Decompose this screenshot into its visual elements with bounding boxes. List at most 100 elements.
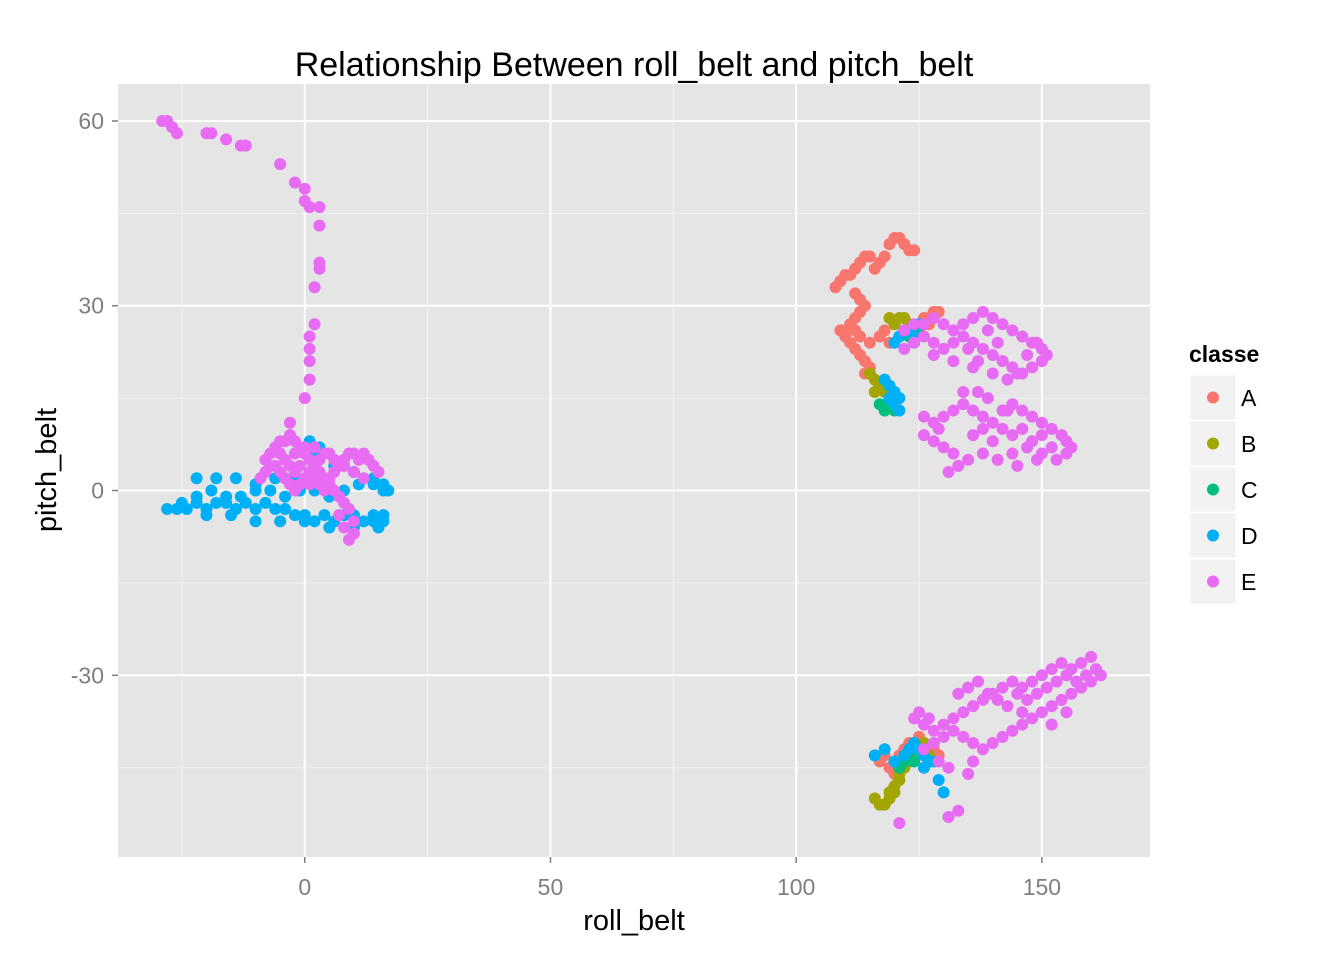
data-point <box>347 515 360 528</box>
data-point <box>303 478 316 491</box>
data-point <box>303 355 316 368</box>
data-point <box>952 459 965 472</box>
data-point <box>190 490 203 503</box>
data-point <box>986 312 999 325</box>
data-point <box>937 718 950 731</box>
data-point <box>927 724 940 737</box>
data-point <box>957 730 970 743</box>
data-point <box>981 392 994 405</box>
major-gridlines <box>118 84 1150 857</box>
data-point <box>962 342 975 355</box>
data-point <box>259 496 272 509</box>
data-point <box>220 133 233 146</box>
data-point <box>888 755 901 768</box>
data-point <box>377 478 390 491</box>
y-tick-label: 60 <box>78 108 104 134</box>
data-point <box>1006 447 1019 460</box>
data-point <box>1016 422 1029 435</box>
data-point <box>1080 669 1093 682</box>
data-point <box>210 496 223 509</box>
data-point <box>972 385 984 398</box>
data-point <box>205 484 218 497</box>
data-point <box>878 250 891 263</box>
x-tick-label: 0 <box>298 874 311 900</box>
data-point <box>308 281 321 294</box>
data-point <box>947 324 960 337</box>
data-point <box>249 502 262 515</box>
data-point <box>986 416 999 429</box>
data-point <box>170 127 183 140</box>
data-point <box>1011 459 1024 472</box>
data-point <box>220 490 233 503</box>
data-point <box>274 158 287 171</box>
data-point <box>947 355 960 368</box>
data-point <box>303 201 316 214</box>
data-point <box>986 435 999 448</box>
series-E <box>156 114 1107 830</box>
minor-gridlines <box>118 84 1150 857</box>
legend-label: E <box>1241 569 1256 595</box>
data-point <box>957 706 970 719</box>
data-point <box>1001 373 1014 386</box>
data-point <box>976 743 989 756</box>
data-point <box>288 509 301 522</box>
data-point <box>947 447 960 460</box>
data-point <box>279 490 292 503</box>
data-point <box>1035 355 1048 368</box>
legend-item-E: E <box>1189 558 1256 605</box>
data-point <box>917 761 930 774</box>
data-point <box>1030 336 1043 349</box>
data-point <box>342 502 355 515</box>
data-point <box>1085 650 1098 663</box>
data-point <box>962 767 975 780</box>
data-point <box>976 342 989 355</box>
data-point <box>1070 675 1083 688</box>
data-point <box>1065 687 1078 700</box>
data-point <box>1011 367 1024 380</box>
data-point <box>986 367 999 380</box>
data-point <box>234 490 247 503</box>
data-point <box>917 330 930 343</box>
data-point <box>952 804 965 817</box>
x-tick-label: 150 <box>1023 874 1061 900</box>
data-point <box>937 441 950 454</box>
data-point <box>927 435 940 448</box>
data-point <box>967 700 980 713</box>
data-point <box>932 755 945 768</box>
data-point <box>908 755 921 768</box>
data-point <box>225 509 238 522</box>
data-point <box>957 330 970 343</box>
data-point <box>347 466 360 479</box>
data-point <box>942 761 955 774</box>
data-point <box>1001 404 1014 417</box>
data-point <box>298 515 311 528</box>
data-point <box>893 404 906 417</box>
data-point <box>1016 330 1029 343</box>
legend-item-C: C <box>1189 466 1258 513</box>
data-point <box>1026 435 1039 448</box>
data-point <box>1060 669 1073 682</box>
data-point <box>1035 429 1048 442</box>
data-point <box>323 447 336 460</box>
data-point <box>967 429 980 442</box>
data-point <box>922 712 935 725</box>
data-point <box>288 176 301 189</box>
data-point <box>1050 675 1063 688</box>
y-tick-label: -30 <box>71 662 104 688</box>
data-point <box>1045 718 1058 731</box>
data-point <box>967 737 980 750</box>
data-point <box>1001 700 1014 713</box>
data-point <box>898 324 911 337</box>
data-point <box>917 318 930 331</box>
data-point <box>357 515 370 528</box>
data-point <box>308 515 321 528</box>
data-point <box>986 349 999 362</box>
data-point <box>1006 324 1019 337</box>
data-point <box>1045 441 1058 454</box>
legend-item-A: A <box>1189 374 1257 421</box>
data-point <box>917 410 930 423</box>
data-point <box>1060 447 1073 460</box>
legend-label: C <box>1241 477 1258 503</box>
data-point <box>1006 675 1019 688</box>
data-point <box>200 509 213 522</box>
